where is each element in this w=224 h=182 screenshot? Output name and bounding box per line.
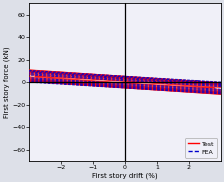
X-axis label: First story drift (%): First story drift (%) — [92, 172, 158, 179]
Legend: Test, FEA: Test, FEA — [185, 138, 218, 158]
Y-axis label: First story force (kN): First story force (kN) — [4, 46, 10, 118]
